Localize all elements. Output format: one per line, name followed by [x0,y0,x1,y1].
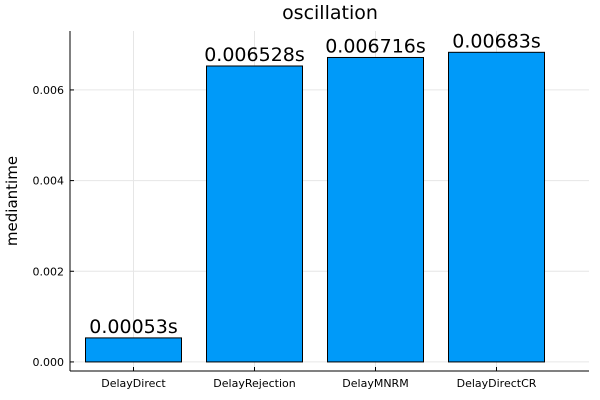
x-tick-label: DelayDirect [101,377,166,390]
bar-data-label: 0.006528s [204,44,305,66]
bar-data-label: 0.006716s [325,35,426,57]
bar [448,51,545,363]
bar [206,65,303,363]
y-axis-label: mediantime [3,156,21,246]
y-tick-label: 0.002 [33,265,65,278]
label-layer: 0.00053s DelayDirect 0.006528s DelayRejecti… [33,30,541,390]
axis-layer [69,31,589,372]
chart-title: oscillation [282,2,378,24]
bar-data-label: 0.00683s [452,30,540,52]
y-tick-label: 0.004 [33,175,65,188]
bar [85,337,182,363]
y-tick-label: 0.000 [33,356,65,369]
x-tick-label: DelayDirectCR [457,377,537,390]
bar-data-label: 0.00053s [89,316,177,338]
bar [327,56,424,363]
x-tick-label: DelayRejection [213,377,295,390]
y-tick-label: 0.006 [33,84,65,97]
x-tick-label: DelayMNRM [342,377,408,390]
bar-layer [85,51,545,363]
